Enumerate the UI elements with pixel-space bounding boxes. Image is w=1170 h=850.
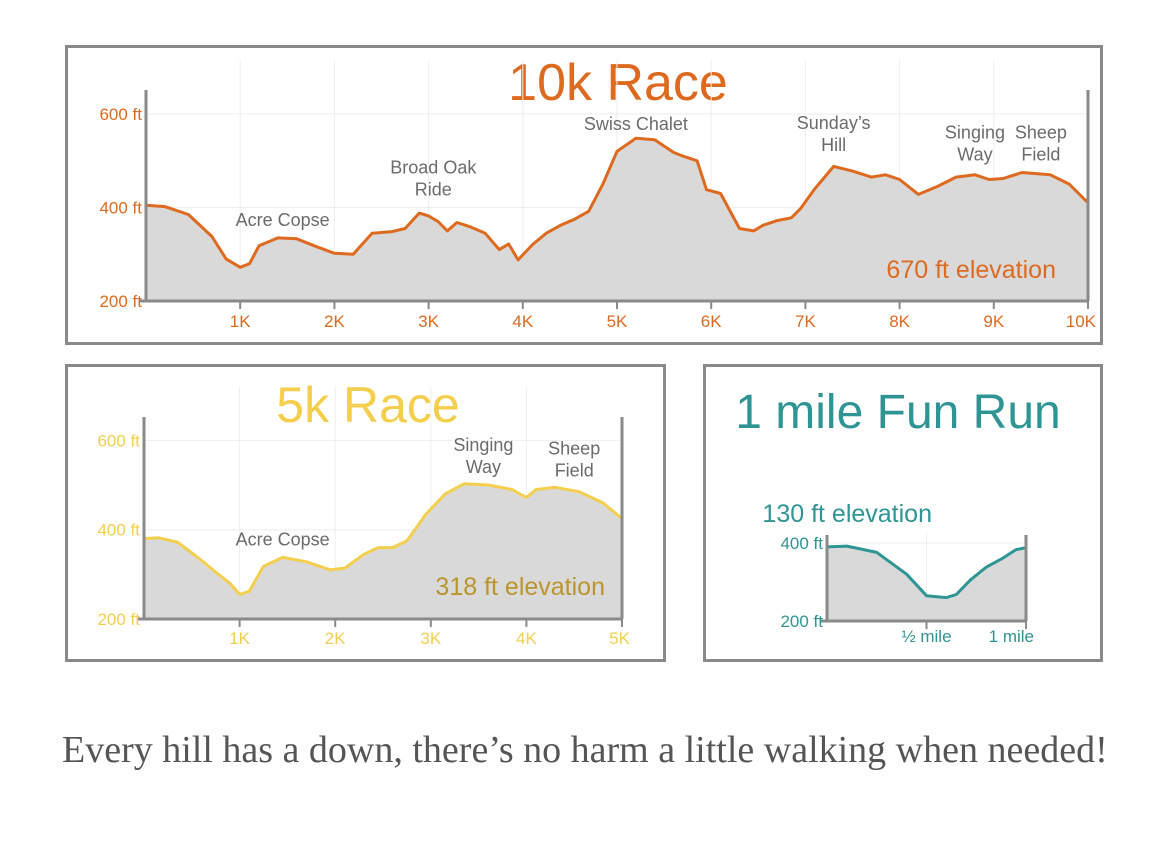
y-tick-label: 600 ft: [97, 431, 140, 450]
y-tick-label: 400 ft: [780, 534, 823, 553]
elevation-area: [827, 546, 1026, 621]
caption-text: Every hill has a down, there’s no harm a…: [62, 729, 1108, 771]
x-tick-label: 2K: [325, 629, 346, 648]
elevation-annotation: 130 ft elevation: [762, 500, 932, 528]
chart-panel-1-mile: 1 mile Fun Run 400 ft 200 ft ½ mile 1 mile 13…: [703, 364, 1103, 662]
y-tick-label: 400 ft: [97, 521, 140, 540]
x-tick-label: 5K: [609, 629, 630, 648]
x-tick-label: 8K: [889, 312, 910, 331]
elevation-line: [145, 136, 1090, 269]
elevation-annotation: 318 ft elevation: [435, 573, 605, 601]
x-tick-label: 1 mile: [989, 627, 1034, 646]
x-tick-label: 7K: [795, 312, 816, 331]
x-tick-label: 9K: [983, 312, 1004, 331]
elevation-area: [146, 138, 1088, 301]
y-tick-label: 400 ft: [99, 199, 142, 218]
landmark-label: Ride: [415, 180, 452, 200]
y-tick-label: 200 ft: [99, 292, 142, 311]
x-tick-label: 6K: [701, 312, 722, 331]
x-tick-label: 1K: [229, 629, 250, 648]
landmark-label: Swiss Chalet: [584, 114, 688, 134]
landmark-label: Field: [555, 461, 594, 481]
landmark-label: Acre Copse: [236, 210, 330, 230]
x-tick-label: 1K: [230, 312, 251, 331]
chart-5k: 5k Race 600 ft 400 ft 200 ft 1K 2K 3K 4K 5K Acre …: [97, 377, 630, 648]
x-tick-label: 5K: [607, 312, 628, 331]
x-tick-label: ½ mile: [901, 627, 951, 646]
landmark-label: Sunday’s: [797, 113, 871, 133]
chart-panel-10k: 10k Race 600 ft 400 ft 200 ft 1K 2K 3K 4K 5K 6K 7K…: [65, 45, 1103, 345]
chart-title: 10k Race: [508, 54, 728, 112]
chart-title: 5k Race: [276, 377, 459, 433]
y-tick-label: 200 ft: [97, 610, 140, 629]
landmark-label: Singing: [945, 122, 1005, 142]
y-tick-label: 600 ft: [99, 105, 142, 124]
chart-10k: 10k Race 600 ft 400 ft 200 ft 1K 2K 3K 4K 5K 6K 7K…: [99, 54, 1097, 331]
x-tick-label: 3K: [420, 629, 441, 648]
x-tick-label: 10K: [1066, 312, 1097, 331]
landmark-label: Sheep: [548, 439, 600, 459]
chart-title: 1 mile Fun Run: [735, 386, 1060, 439]
landmark-label: Singing: [453, 435, 513, 455]
landmark-label: Hill: [821, 135, 846, 155]
y-tick-label: 200 ft: [780, 612, 823, 631]
x-tick-label: 2K: [324, 312, 345, 331]
x-tick-label: 4K: [512, 312, 533, 331]
landmark-label: Acre Copse: [236, 529, 330, 549]
landmark-label: Field: [1021, 144, 1060, 164]
elevation-annotation: 670 ft elevation: [886, 256, 1056, 284]
elevation-line: [143, 482, 623, 596]
landmark-label: Sheep: [1015, 122, 1067, 142]
landmark-label: Way: [957, 144, 992, 164]
x-tick-label: 4K: [516, 629, 537, 648]
chart-panel-5k: 5k Race 600 ft 400 ft 200 ft 1K 2K 3K 4K 5K Acre …: [65, 364, 666, 662]
chart-1-mile: 1 mile Fun Run 400 ft 200 ft ½ mile 1 mile 13…: [735, 386, 1060, 646]
elevation-line: [826, 544, 1027, 600]
x-tick-label: 3K: [418, 312, 439, 331]
elevation-area: [144, 483, 622, 619]
landmark-label: Broad Oak: [390, 158, 477, 178]
landmark-label: Way: [466, 457, 501, 477]
